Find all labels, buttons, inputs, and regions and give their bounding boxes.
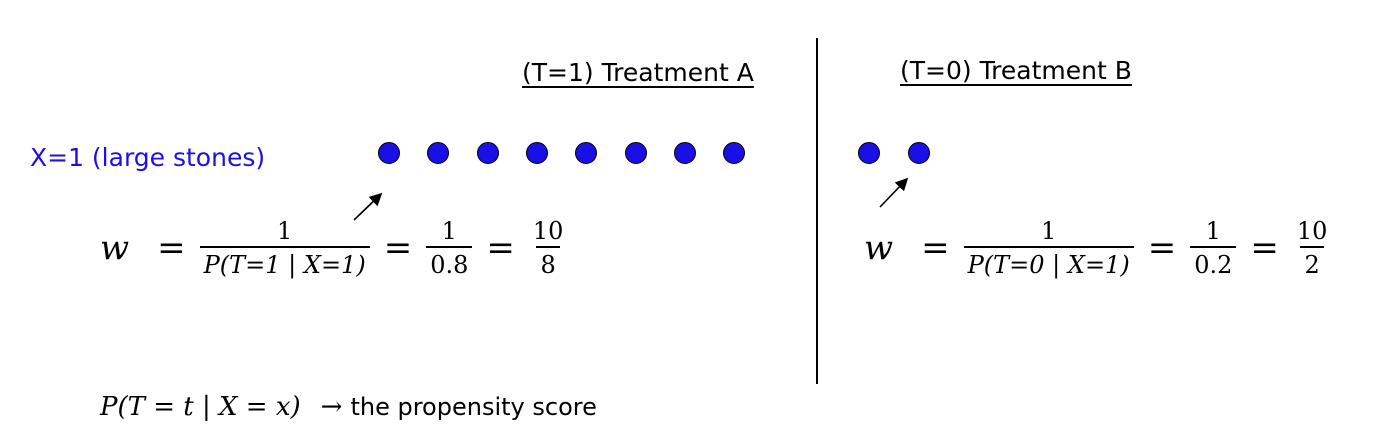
treatment-a-dot [575,142,598,164]
treatment-a-dot [427,142,450,164]
right-weight-equation: w = 1 P(T=0 | X=1) = 1 0.2 = 10 2 [864,218,1331,279]
integer-fraction: 10 2 [1293,218,1332,279]
propensity-caption: the propensity score [350,393,597,421]
treatment-a-dot [378,142,400,164]
left-pointer-arrow [353,192,383,221]
equals-sign: = [1147,228,1177,269]
fraction-numerator: 1 [1205,217,1221,245]
treatment-a-heading: (T=1) Treatment A [522,58,754,87]
treatment-a-dot [525,142,548,164]
fraction-denominator: 8 [536,246,560,279]
equals-sign: = [1250,228,1279,269]
fraction-denominator: 2 [1300,246,1324,279]
fraction-denominator: 0.2 [1190,246,1237,279]
right-arrow-icon: → [320,392,343,422]
treatment-b-dot [858,142,880,164]
fraction-numerator: 1 [1041,217,1057,245]
integer-fraction: 10 8 [529,218,568,279]
weight-symbol: w [100,228,130,269]
decimal-fraction: 1 0.2 [1190,217,1237,279]
decimal-fraction: 1 0.8 [426,217,473,279]
fraction-denominator: P(T=1 | X=1) [199,246,370,279]
right-pointer-arrow [879,177,909,208]
equals-sign: = [383,228,413,269]
left-weight-equation: w = 1 P(T=1 | X=1) = 1 0.8 = 10 8 [100,218,567,279]
propensity-fraction: 1 P(T=1 | X=1) [199,217,370,279]
row-label: X=1 (large stones) [30,143,266,172]
fraction-numerator: 10 [532,217,564,245]
equals-sign: = [921,228,950,269]
group-divider [816,38,818,384]
fraction-denominator: 0.8 [426,246,473,279]
treatment-a-dot [723,142,746,164]
propensity-formula: P(T = t | X = x) [100,392,301,422]
fraction-numerator: 10 [1296,217,1328,245]
fraction-denominator: P(T=0 | X=1) [963,246,1134,279]
treatment-b-heading: (T=0) Treatment B [900,56,1132,85]
equals-sign: = [486,228,515,269]
treatment-a-dot [476,142,499,164]
fraction-numerator: 1 [441,217,457,245]
weight-symbol: w [864,228,894,269]
propensity-definition: P(T = t | X = x) → the propensity score [100,392,597,422]
equals-sign: = [157,228,186,269]
treatment-a-dot [673,142,696,164]
treatment-a-dot [624,142,647,164]
treatment-b-dot [908,142,930,164]
propensity-fraction: 1 P(T=0 | X=1) [963,217,1134,279]
fraction-numerator: 1 [277,217,293,245]
